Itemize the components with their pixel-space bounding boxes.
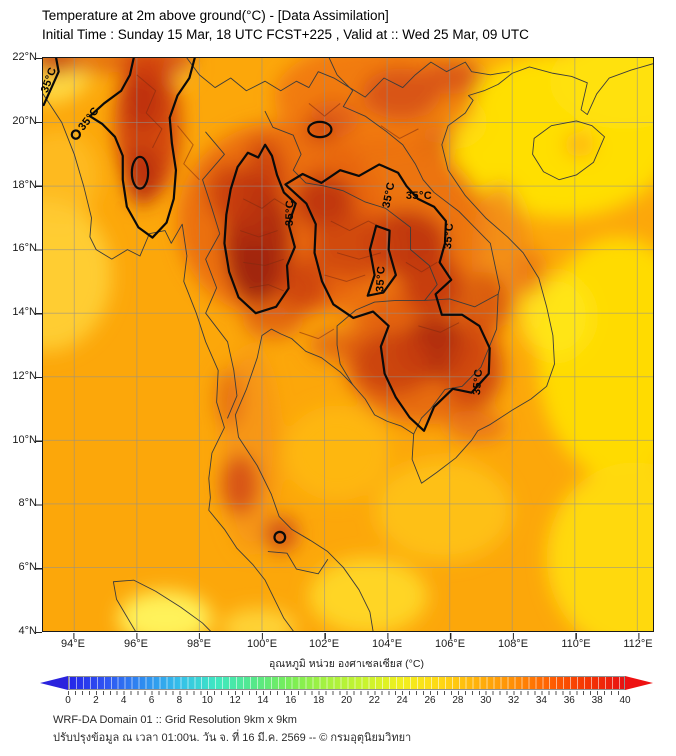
- colorbar-tick-label: 38: [591, 695, 603, 706]
- lon-tick-label: 106°E: [434, 638, 466, 650]
- colorbar-tick-label: 6: [148, 695, 155, 706]
- lat-tick-label: 16°N: [12, 242, 37, 254]
- colorbar-tick-label: 10: [201, 695, 213, 706]
- lat-tick-label: 4°N: [18, 625, 37, 637]
- colorbar-tick-label: 22: [368, 695, 380, 706]
- footer: WRF-DA Domain 01 :: Grid Resolution 9km …: [53, 712, 411, 747]
- lon-tick-label: 98°E: [187, 638, 211, 650]
- colorbar-tick-label: 12: [229, 695, 241, 706]
- coastlines: [43, 58, 653, 631]
- lat-tick-label: 18°N: [12, 179, 37, 191]
- contour-label: 35°C: [283, 199, 297, 227]
- colorbar: [68, 676, 625, 690]
- colorbar-left-arrow: [40, 676, 68, 690]
- lat-tick-label: 14°N: [12, 306, 37, 318]
- lat-tick-label: 10°N: [12, 434, 37, 446]
- colorbar-title: อุณหภูมิ หน่วย องศาเซลเซียส (°C): [269, 658, 424, 670]
- lon-tick-label: 102°E: [308, 638, 340, 650]
- lat-tick-label: 22°N: [12, 51, 37, 63]
- contour-lines-35c: [44, 58, 490, 543]
- page-subtitle: Initial Time : Sunday 15 Mar, 18 UTC FCS…: [42, 27, 529, 42]
- lon-axis-ticks: [42, 633, 654, 639]
- lat-tick-label: 6°N: [18, 561, 37, 573]
- colorbar-tick-label: 40: [619, 695, 631, 706]
- colorbar-tick-label: 8: [176, 695, 183, 706]
- contour-label: 35°C: [374, 265, 388, 293]
- colorbar-tick-label: 18: [313, 695, 325, 706]
- province-borders: [137, 75, 459, 339]
- colorbar-tick-label: 16: [285, 695, 297, 706]
- colorbar-tick-label: 32: [508, 695, 520, 706]
- colorbar-tick-label: 30: [480, 695, 492, 706]
- colorbar-tick-label: 0: [65, 695, 71, 706]
- colorbar-tick-label: 4: [120, 695, 127, 706]
- footer-domain-info: WRF-DA Domain 01 :: Grid Resolution 9km …: [53, 714, 297, 726]
- lon-tick-label: 100°E: [246, 638, 278, 650]
- lat-tick-label: 20°N: [12, 115, 37, 127]
- contour-label: 35°C: [441, 222, 457, 250]
- lat-axis-ticks: [36, 58, 42, 633]
- colorbar-minor-ticks: [68, 691, 625, 695]
- colorbar-tick-label: 34: [535, 695, 547, 706]
- footer-update-info: ปรับปรุงข้อมูล ณ เวลา 01:00น. วัน จ. ที่…: [53, 731, 412, 744]
- map-svg: [43, 58, 653, 631]
- contour-label: 35°C: [405, 190, 433, 202]
- colorbar-tick-label: 28: [452, 695, 464, 706]
- lon-tick-label: 94°E: [61, 638, 85, 650]
- colorbar-tick-labels: 0 2 4 6 8 10 12 14 16 18 20 22 24 26 28 30 32 34 36 38 40: [65, 695, 630, 707]
- lat-tick-label: 12°N: [12, 370, 37, 382]
- colorbar-segments: [69, 677, 624, 689]
- lon-tick-label: 110°E: [561, 638, 591, 650]
- temperature-map: [42, 57, 654, 632]
- colorbar-tick-label: 14: [257, 695, 269, 706]
- colorbar-tick-label: 36: [563, 695, 575, 706]
- lon-tick-label: 96°E: [124, 638, 148, 650]
- lon-tick-label: 112°E: [623, 638, 653, 650]
- lat-tick-label: 8°N: [18, 497, 37, 509]
- colorbar-tick-label: 2: [93, 695, 99, 706]
- header: Temperature at 2m above ground(°C) - [Da…: [42, 6, 529, 44]
- colorbar-tick-label: 24: [396, 695, 408, 706]
- lon-tick-label: 104°E: [371, 638, 403, 650]
- lon-tick-label: 108°E: [497, 638, 529, 650]
- page-title: Temperature at 2m above ground(°C) - [Da…: [42, 8, 389, 23]
- colorbar-tick-label: 20: [340, 695, 353, 706]
- colorbar-right-arrow: [625, 676, 653, 690]
- contour-label: 35°C: [470, 368, 486, 396]
- colorbar-tick-label: 26: [424, 695, 436, 706]
